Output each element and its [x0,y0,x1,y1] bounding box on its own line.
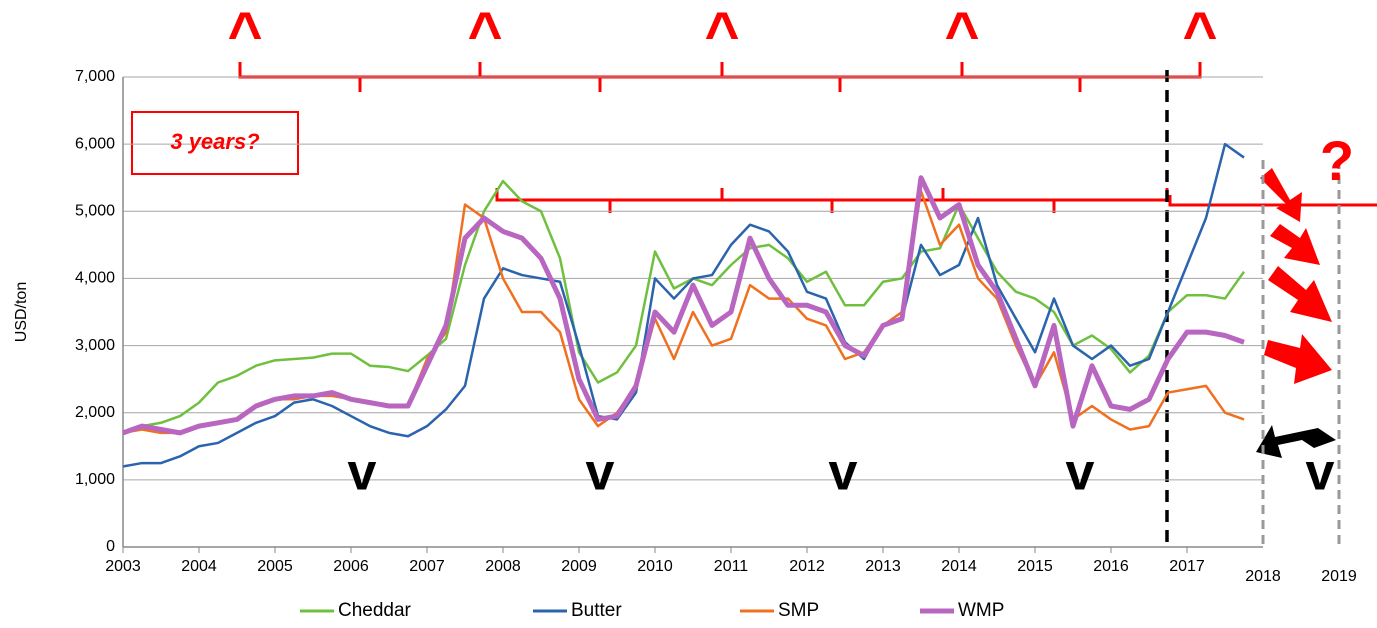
y-tick-label: 7,000 [75,68,115,85]
peak-marker: ^ [704,0,739,67]
arrow [1264,334,1332,384]
legend-label: Cheddar [338,600,412,621]
arrow [1270,224,1320,265]
arrows [1260,168,1332,384]
x-tick-label: 2014 [941,558,977,575]
x-tick-label: 2015 [1017,558,1053,575]
annotation-text: ? [1320,129,1354,192]
y-tick-label: 0 [106,538,115,555]
y-tick-label: 4,000 [75,270,115,287]
peak-marker: ^ [467,0,502,67]
x-tick-label: 2006 [333,558,369,575]
trough-marker: v [348,444,377,502]
trough-marker: v [586,444,615,502]
x-tick-label: 2007 [409,558,445,575]
annotation-shapes [131,62,1377,213]
y-tick-label: 2,000 [75,404,115,421]
x-tick-label: 2013 [865,558,901,575]
x-tick-label: 2010 [637,558,673,575]
trough-marker: v [1066,444,1095,502]
y-tick-label: 1,000 [75,471,115,488]
peak-marker: ^ [1182,0,1217,67]
x-tick-label: 2016 [1093,558,1129,575]
y-tick-label: 3,000 [75,337,115,354]
x-tick-label: 2008 [485,558,521,575]
y-tick-label: 5,000 [75,203,115,220]
x-tick-label: 2017 [1169,558,1205,575]
x-tick-label: 2012 [789,558,825,575]
arrow [1260,168,1302,222]
legend-label: WMP [958,600,1004,621]
annotation-box [131,111,299,175]
legend-label: Butter [571,600,622,621]
x-tick-label: 2003 [105,558,141,575]
arrows [1256,425,1336,458]
x-tick-label: 2004 [181,558,217,575]
trough-marker: v [829,444,858,502]
legend-label: SMP [778,600,819,621]
peak-marker: ^ [227,0,262,67]
annotation-text: 3 years? [170,129,259,154]
arrow [1268,266,1332,322]
series-line [122,142,1245,468]
y-axis-label: USD/ton [13,282,30,342]
y-tick-label: 6,000 [75,135,115,152]
series-line [122,175,1245,436]
arrow [1256,425,1336,458]
series-line [122,179,1246,435]
x-tick-label: 2011 [714,558,749,575]
trough-marker: v [1306,444,1335,502]
peak-marker: ^ [944,0,979,67]
x-tick-label: 2009 [561,558,597,575]
forecast-tick-label: 2019 [1321,568,1357,585]
forecast-tick-label: 2018 [1245,568,1281,585]
x-tick-label: 2005 [257,558,293,575]
